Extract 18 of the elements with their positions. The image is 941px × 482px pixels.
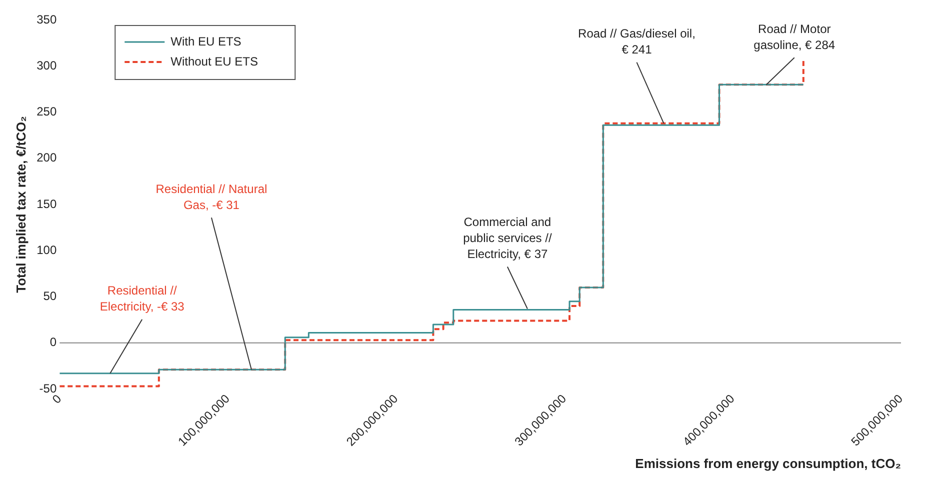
annotation: Road // Gas/diesel oil, € 241: [578, 26, 696, 57]
y-tick-label: 200: [36, 150, 57, 165]
annotation: Residential // Natural Gas, -€ 31: [156, 182, 268, 212]
y-tick-label: 50: [43, 289, 57, 304]
legend-label: With EU ETS: [170, 34, 242, 48]
annotation: Road // Motor gasoline, € 284: [754, 22, 836, 52]
y-tick-label: -50: [39, 381, 57, 396]
y-tick-label: 100: [36, 242, 57, 257]
y-axis-title: Total implied tax rate, €/tCO₂: [13, 116, 28, 293]
legend-label: Without EU ETS: [170, 54, 258, 68]
annotation: Residential // Electricity, -€ 33: [100, 284, 185, 314]
annotation: Commercial and public services // Electricity, € 37: [463, 215, 552, 262]
y-tick-label: 150: [36, 196, 57, 211]
y-tick-label: 350: [36, 12, 57, 26]
y-tick-label: 0: [50, 335, 57, 350]
y-tick-label: 250: [36, 104, 57, 119]
y-tick-label: 300: [36, 58, 57, 72]
x-axis-title: Emissions from energy consumption, tCO₂: [635, 456, 902, 471]
